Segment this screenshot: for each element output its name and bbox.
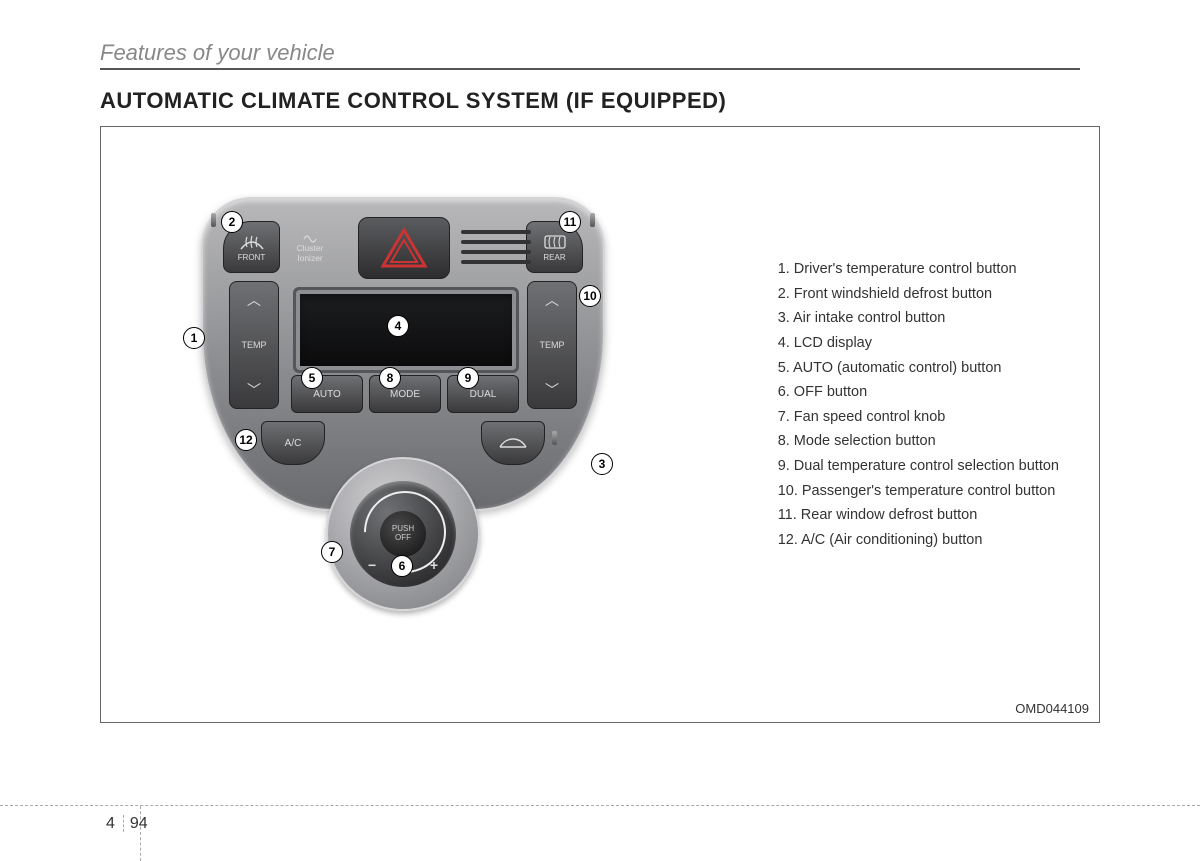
footer-rule [0, 805, 1200, 806]
callout-9: 9 [457, 367, 479, 389]
led-indicator [552, 431, 557, 445]
manual-page: Features of your vehicle AUTOMATIC CLIMA… [0, 0, 1200, 820]
air-vent-grille [461, 227, 531, 267]
legend-item: 3. Air intake control button [778, 306, 1059, 331]
figure-box: FRONT REAR Cluster Ionizer [100, 126, 1100, 723]
legend-list: 1. Driver's temperature control button 2… [778, 257, 1059, 553]
figure-code: OMD044109 [1015, 701, 1089, 716]
callout-12: 12 [235, 429, 257, 451]
defrost-rear-icon [542, 233, 568, 251]
legend-item: 12. A/C (Air conditioning) button [778, 528, 1059, 553]
legend-item: 7. Fan speed control knob [778, 405, 1059, 430]
temp-label: TEMP [539, 340, 564, 350]
knob-minus-label: − [368, 557, 376, 573]
callout-3: 3 [591, 453, 613, 475]
chevron-down-icon: ﹀ [545, 380, 559, 400]
page-num: 94 [130, 815, 148, 832]
front-defrost-label: FRONT [238, 253, 266, 262]
chevron-down-icon: ﹀ [247, 380, 261, 400]
legend-item: 11. Rear window defrost button [778, 503, 1059, 528]
callout-6: 6 [391, 555, 413, 577]
callout-10: 10 [579, 285, 601, 307]
page-number: 4 94 [106, 815, 148, 833]
legend-item: 10. Passenger's temperature control butt… [778, 479, 1059, 504]
legend-item: 4. LCD display [778, 331, 1059, 356]
driver-temp-button[interactable]: ︿ TEMP ﹀ [229, 281, 279, 409]
air-intake-button[interactable] [481, 421, 545, 465]
ionizer-icon [302, 231, 318, 243]
passenger-temp-button[interactable]: ︿ TEMP ﹀ [527, 281, 577, 409]
led-indicator [590, 213, 595, 227]
ac-button[interactable]: A/C [261, 421, 325, 465]
rear-defrost-label: REAR [543, 253, 565, 262]
chevron-up-icon: ︿ [247, 290, 261, 310]
climate-panel: FRONT REAR Cluster Ionizer [161, 197, 641, 617]
legend-item: 2. Front windshield defrost button [778, 282, 1059, 307]
fan-speed-knob-housing: − + PUSH OFF [326, 457, 480, 611]
hazard-button[interactable] [358, 217, 450, 279]
header-rule [350, 68, 1080, 70]
temp-label: TEMP [241, 340, 266, 350]
callout-8: 8 [379, 367, 401, 389]
legend-item: 5. AUTO (automatic control) button [778, 356, 1059, 381]
recirculate-icon [496, 435, 530, 451]
callout-1: 1 [183, 327, 205, 349]
knob-plus-label: + [430, 557, 438, 573]
legend-item: 1. Driver's temperature control button [778, 257, 1059, 282]
hazard-icon [379, 226, 429, 270]
page-title: AUTOMATIC CLIMATE CONTROL SYSTEM (IF EQU… [100, 88, 1100, 114]
callout-7: 7 [321, 541, 343, 563]
led-indicator [211, 213, 216, 227]
callout-4: 4 [387, 315, 409, 337]
chapter-number: 4 [106, 815, 124, 832]
cluster-ionizer-label: Cluster Ionizer [275, 227, 345, 267]
section-header: Features of your vehicle [100, 40, 350, 70]
defrost-front-icon [239, 233, 265, 251]
chevron-up-icon: ︿ [545, 290, 559, 310]
callout-11: 11 [559, 211, 581, 233]
callout-5: 5 [301, 367, 323, 389]
off-push-button[interactable]: PUSH OFF [380, 511, 426, 557]
legend-item: 9. Dual temperature control selection bu… [778, 454, 1059, 479]
callout-2: 2 [221, 211, 243, 233]
legend-item: 8. Mode selection button [778, 429, 1059, 454]
legend-item: 6. OFF button [778, 380, 1059, 405]
